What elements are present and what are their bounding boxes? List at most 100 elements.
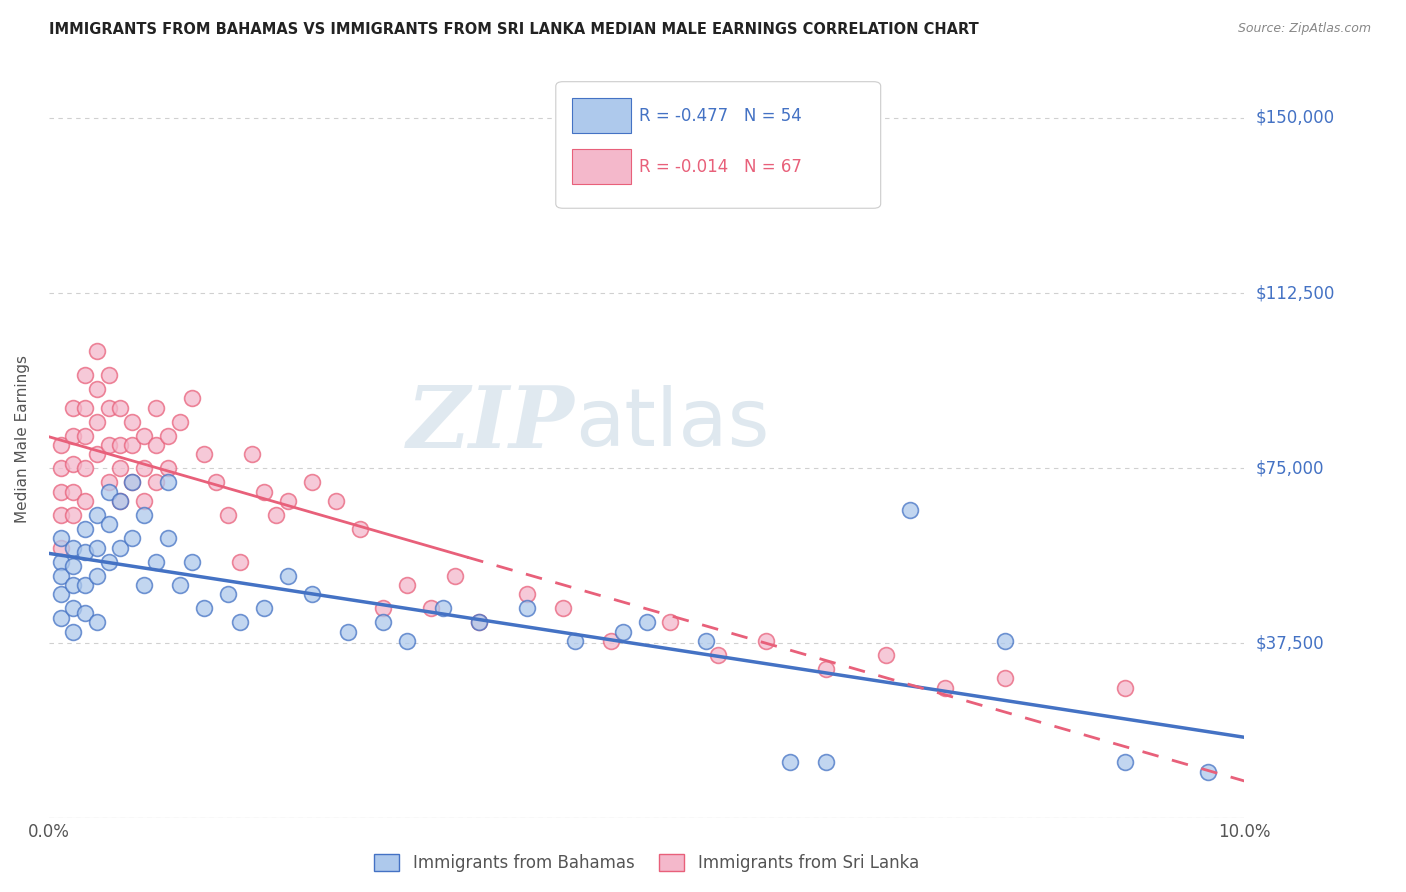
Point xyxy=(157,428,180,442)
Point xyxy=(49,541,72,555)
Point xyxy=(49,531,72,545)
Point xyxy=(277,494,299,508)
Point xyxy=(62,578,84,592)
Point xyxy=(325,494,347,508)
Y-axis label: Median Male Earnings: Median Male Earnings xyxy=(15,355,30,523)
Point xyxy=(97,368,120,382)
Point xyxy=(551,601,574,615)
Point xyxy=(73,428,96,442)
Point xyxy=(875,648,897,662)
Point xyxy=(49,610,72,624)
Point xyxy=(110,494,132,508)
Point xyxy=(240,447,263,461)
Point xyxy=(779,756,801,770)
Point xyxy=(86,447,108,461)
Text: $112,500: $112,500 xyxy=(1256,284,1334,302)
Point xyxy=(110,438,132,452)
Point xyxy=(1197,764,1219,779)
Point xyxy=(49,438,72,452)
Point xyxy=(73,494,96,508)
Point xyxy=(145,475,167,490)
Point xyxy=(612,624,634,639)
Point xyxy=(468,615,491,630)
Point xyxy=(86,382,108,396)
Point xyxy=(217,508,239,522)
Point xyxy=(253,484,276,499)
Point xyxy=(134,508,156,522)
Point xyxy=(755,634,778,648)
Point xyxy=(934,681,956,695)
Point xyxy=(62,457,84,471)
Text: $75,000: $75,000 xyxy=(1256,459,1324,477)
Point xyxy=(181,555,204,569)
Point xyxy=(444,568,467,582)
Point xyxy=(814,756,837,770)
Point xyxy=(564,634,586,648)
Point xyxy=(994,671,1017,685)
Point xyxy=(264,508,287,522)
Point xyxy=(86,344,108,359)
Point xyxy=(49,508,72,522)
Point xyxy=(373,615,395,630)
Point xyxy=(73,606,96,620)
Point xyxy=(134,494,156,508)
Point xyxy=(49,587,72,601)
Point xyxy=(49,555,72,569)
Point xyxy=(121,475,143,490)
Point xyxy=(373,601,395,615)
Point xyxy=(110,494,132,508)
Point xyxy=(707,648,730,662)
Legend: Immigrants from Bahamas, Immigrants from Sri Lanka: Immigrants from Bahamas, Immigrants from… xyxy=(367,847,925,879)
Point xyxy=(420,601,443,615)
Point xyxy=(97,401,120,415)
Point xyxy=(62,508,84,522)
Point xyxy=(134,461,156,475)
Point xyxy=(134,428,156,442)
Point xyxy=(110,461,132,475)
Point xyxy=(994,634,1017,648)
Text: atlas: atlas xyxy=(575,384,769,463)
Point xyxy=(253,601,276,615)
Point xyxy=(396,634,419,648)
Point xyxy=(73,401,96,415)
Point xyxy=(121,415,143,429)
Point xyxy=(97,484,120,499)
Point xyxy=(134,578,156,592)
Point xyxy=(73,461,96,475)
Point xyxy=(62,401,84,415)
Point xyxy=(193,447,215,461)
Point xyxy=(97,555,120,569)
Point xyxy=(49,484,72,499)
Point xyxy=(110,401,132,415)
Point xyxy=(62,541,84,555)
Point xyxy=(73,545,96,559)
Point xyxy=(349,522,371,536)
Point xyxy=(49,461,72,475)
Point xyxy=(659,615,682,630)
Point xyxy=(110,541,132,555)
Point xyxy=(229,555,252,569)
Point xyxy=(1114,681,1136,695)
Point xyxy=(516,587,538,601)
Point xyxy=(301,475,323,490)
Point xyxy=(97,438,120,452)
Point xyxy=(157,531,180,545)
Point xyxy=(73,522,96,536)
Point xyxy=(145,401,167,415)
Point xyxy=(599,634,621,648)
Point xyxy=(157,461,180,475)
Point xyxy=(145,438,167,452)
Point xyxy=(86,508,108,522)
Point xyxy=(157,475,180,490)
Point xyxy=(277,568,299,582)
Point xyxy=(62,559,84,574)
Point xyxy=(49,568,72,582)
Point xyxy=(97,475,120,490)
Point xyxy=(205,475,228,490)
Point xyxy=(73,578,96,592)
Point xyxy=(169,578,191,592)
Point xyxy=(336,624,359,639)
Text: R = -0.014   N = 67: R = -0.014 N = 67 xyxy=(640,158,803,176)
Point xyxy=(145,555,167,569)
Point xyxy=(86,541,108,555)
